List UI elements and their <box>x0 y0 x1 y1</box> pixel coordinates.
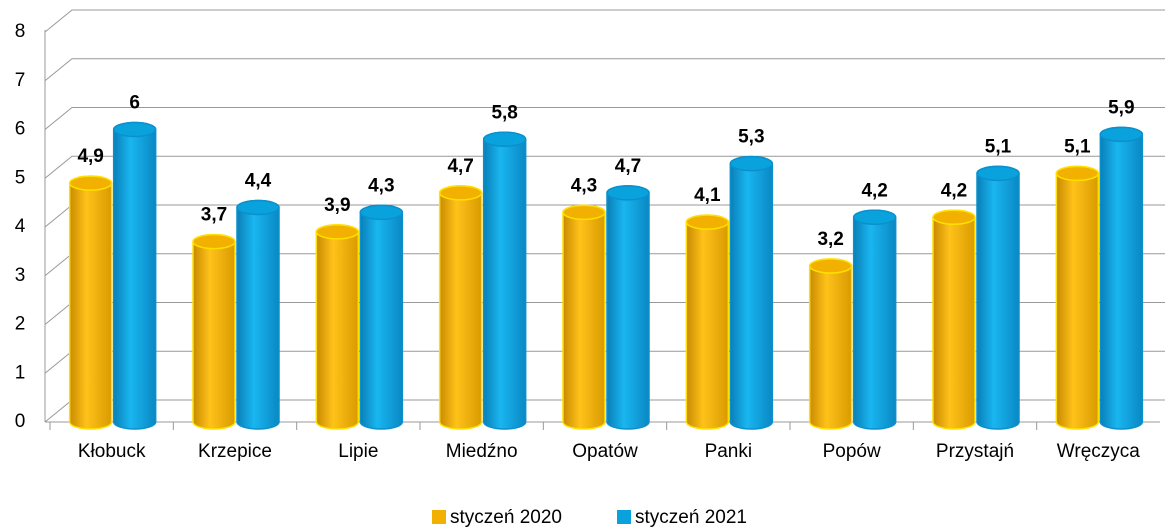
bar <box>729 155 774 430</box>
bar-top <box>852 209 897 225</box>
legend-swatch <box>617 510 631 524</box>
data-label: 5,1 <box>985 136 1012 157</box>
bar <box>1099 126 1144 430</box>
y-tick-label: 4 <box>15 216 26 237</box>
y-tick-label: 6 <box>15 119 26 140</box>
x-tick-label: Lipie <box>338 441 378 462</box>
x-tick-label: Krzepice <box>198 441 272 462</box>
bar <box>315 224 360 430</box>
x-tick-label: Panki <box>705 441 753 462</box>
data-label: 4,2 <box>941 180 967 201</box>
grid-line <box>44 155 1165 179</box>
data-label: 3,9 <box>324 195 350 216</box>
data-label: 6 <box>129 93 140 114</box>
bar-top <box>315 224 360 240</box>
data-label: 4,7 <box>615 156 641 177</box>
x-tick-label: Kłobuck <box>78 441 146 462</box>
bar-top <box>606 185 650 201</box>
bar <box>438 185 483 430</box>
y-tick-label: 7 <box>15 70 26 91</box>
x-tick-label: Popów <box>823 441 881 462</box>
bar-top <box>729 155 774 172</box>
data-label: 3,2 <box>817 229 843 250</box>
data-label: 4,3 <box>571 175 597 196</box>
bar-top <box>112 121 157 138</box>
y-tick-label: 3 <box>15 265 26 286</box>
y-tick-label: 5 <box>15 167 26 188</box>
x-tick-label: Opatów <box>572 441 638 462</box>
y-tick-label: 8 <box>15 21 26 42</box>
bar-top <box>68 175 113 191</box>
bar <box>359 204 404 430</box>
bar-top <box>1099 126 1144 143</box>
bar-top <box>438 185 483 201</box>
bar-top <box>359 204 404 221</box>
bar <box>808 258 853 430</box>
data-label: 5,1 <box>1064 136 1091 157</box>
bar-top <box>236 199 280 216</box>
data-label: 4,4 <box>245 171 272 192</box>
y-tick-label: 0 <box>15 411 26 432</box>
grid-line <box>44 107 1165 130</box>
bar <box>236 199 280 430</box>
data-label: 4,1 <box>694 185 721 206</box>
bar-top <box>482 131 527 147</box>
bar-top <box>685 214 730 230</box>
data-label: 4,7 <box>447 156 473 177</box>
bar <box>685 214 730 430</box>
data-label: 3,7 <box>201 205 227 226</box>
data-label: 4,9 <box>77 146 103 167</box>
y-tick-label: 2 <box>15 314 26 335</box>
bar <box>976 165 1020 430</box>
data-label: 5,9 <box>1108 97 1134 118</box>
bar <box>68 175 113 430</box>
bar-top <box>192 233 236 250</box>
bar <box>192 233 236 430</box>
legend-swatch <box>432 510 446 524</box>
bar-top <box>932 209 976 225</box>
bar <box>932 209 976 430</box>
data-label: 4,3 <box>368 175 394 196</box>
grid-line <box>44 58 1165 82</box>
x-tick-label: Wręczyca <box>1057 441 1140 462</box>
legend-label: styczeń 2020 <box>450 507 562 528</box>
legend-label: styczeń 2021 <box>635 507 747 528</box>
bar <box>852 209 897 430</box>
data-label: 5,3 <box>738 127 764 148</box>
bar-top <box>808 258 853 274</box>
bar <box>1055 165 1100 430</box>
x-tick-label: Miedźno <box>446 441 518 462</box>
bar <box>112 121 157 430</box>
bar <box>482 131 527 430</box>
y-tick-label: 1 <box>15 362 26 383</box>
grid-line <box>44 9 1165 33</box>
data-label: 5,8 <box>491 102 517 123</box>
bar-top <box>562 204 606 221</box>
bar <box>606 185 650 430</box>
bar-top <box>976 165 1020 182</box>
bar <box>562 204 606 430</box>
bar-top <box>1055 165 1100 182</box>
x-tick-label: Przystajń <box>936 441 1014 462</box>
data-label: 4,2 <box>861 180 887 201</box>
